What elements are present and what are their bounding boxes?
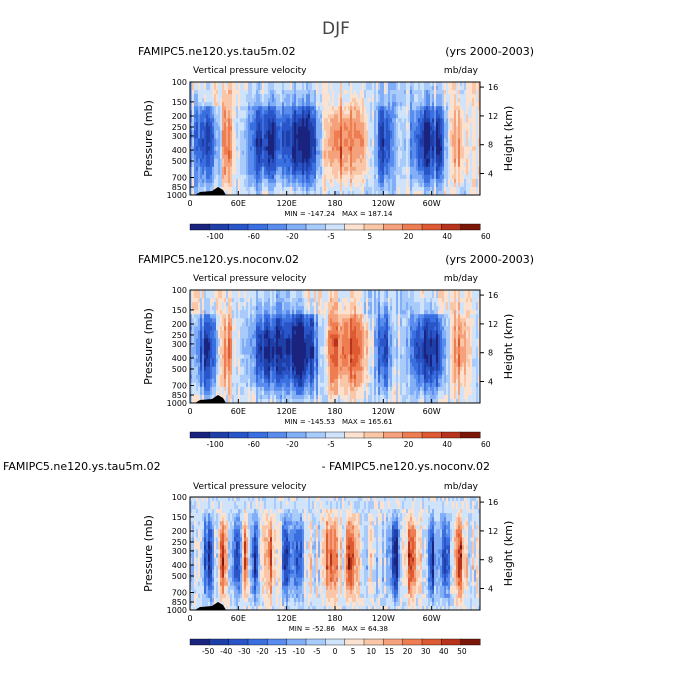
y-tick-label: 500 [172, 157, 187, 166]
max-label: MAX = 187.14 [342, 210, 393, 218]
colorbar: -100 -60 -20 -5 5 20 40 60 [190, 224, 491, 241]
panel-title-left: FAMIPC5.ne120.ys.tau5m.02 [138, 45, 296, 58]
colorbar-label: -5 [327, 232, 335, 241]
x-tick-label: 120E [277, 199, 297, 208]
panel-subtitle: Vertical pressure velocity [193, 66, 307, 76]
colorbar-swatch [306, 224, 326, 230]
colorbar-swatch [441, 224, 461, 230]
colorbar-label: -20 [286, 232, 298, 241]
chart-panel-1: FAMIPC5.ne120.ys.tau5m.02 (yrs 2000-2003)… [138, 45, 534, 241]
x-tick-label: 180 [327, 199, 342, 208]
colorbar-swatch [229, 224, 249, 230]
colorbar-swatch [248, 224, 268, 230]
colorbar-swatch [422, 224, 442, 230]
y-right-tick-label: 4 [488, 170, 493, 179]
panel-units: mb/day [444, 66, 479, 76]
y-tick-label: 400 [172, 146, 187, 155]
heatmap-cells [190, 290, 481, 404]
colorbar-label: -60 [248, 232, 260, 241]
y-right-tick-label: 12 [488, 112, 498, 121]
colorbar-label: 40 [442, 232, 452, 241]
colorbar-swatch [190, 224, 210, 230]
chart-panel-2: FAMIPC5.ne120.ys.noconv.02 (yrs 2000-2003… [138, 253, 534, 449]
colorbar-swatch [325, 224, 345, 230]
y-right-tick-label: 16 [488, 83, 498, 92]
min-label: MIN = -147.24 [284, 210, 335, 218]
colorbar-swatch [267, 224, 287, 230]
panel-title-left: FAMIPC5.ne120.ys.noconv.02 [138, 253, 299, 266]
colorbar-swatch [345, 224, 365, 230]
colorbar-swatch [383, 224, 403, 230]
x-tick-label: 120W [372, 199, 395, 208]
y-axis-label: Pressure (mb) [142, 100, 155, 177]
y-tick-label: 1000 [167, 191, 187, 200]
colorbar-label: 60 [481, 232, 491, 241]
heatmap-cells [190, 82, 481, 196]
panel-title-right: (yrs 2000-2003) [445, 253, 534, 266]
colorbar-label: 20 [404, 232, 414, 241]
y-right-tick-label: 8 [488, 141, 493, 150]
y-tick-label: 100 [172, 78, 187, 87]
y-tick-label: 200 [172, 112, 187, 121]
y-tick-label: 700 [172, 173, 187, 182]
x-tick-label: 60E [231, 199, 246, 208]
colorbar-label: 5 [367, 232, 372, 241]
y-tick-label: 300 [172, 132, 187, 141]
colorbar-swatch [364, 224, 384, 230]
y-tick-label: 150 [172, 98, 187, 107]
panel-title-right: (yrs 2000-2003) [445, 45, 534, 58]
x-tick-label: 60W [423, 199, 441, 208]
y-tick-label: 250 [172, 123, 187, 132]
panel-subtitle: Vertical pressure velocity [193, 274, 307, 284]
colorbar-swatch [403, 224, 423, 230]
colorbar-swatch [461, 224, 481, 230]
colorbar-swatch [209, 224, 229, 230]
y-axis-label-right: Height (km) [502, 106, 515, 172]
colorbar-swatch [287, 224, 307, 230]
x-tick-label: 0 [187, 199, 192, 208]
panel-units: mb/day [444, 274, 479, 284]
colorbar-label: -100 [207, 232, 224, 241]
page-title: DJF [322, 19, 350, 39]
